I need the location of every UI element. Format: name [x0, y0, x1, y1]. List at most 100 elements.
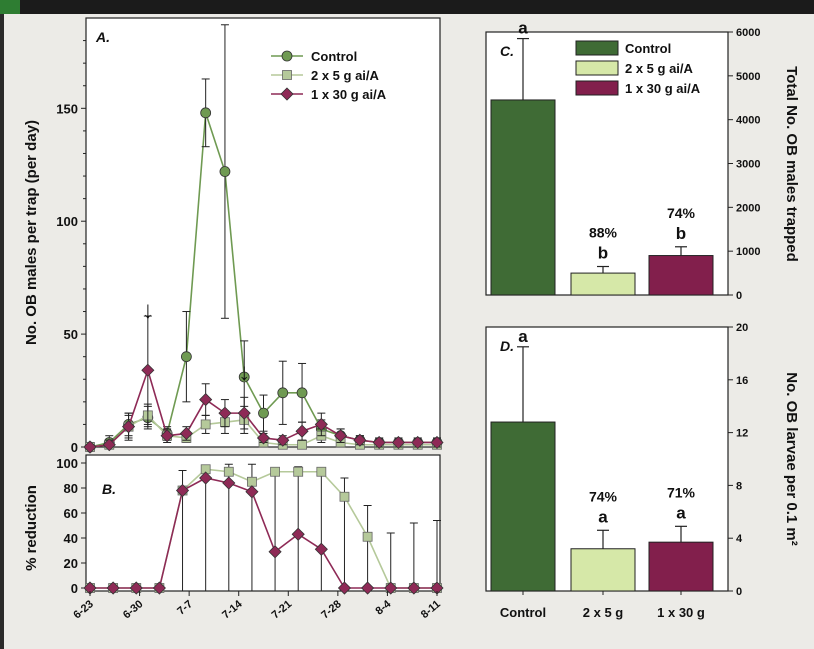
- panel-b-data-point: [362, 531, 373, 542]
- panel-b-data-point: [152, 581, 166, 595]
- panel-b-ytick-label: 20: [64, 556, 78, 571]
- bar-2: [570, 272, 636, 296]
- bar-significance-letter: a: [518, 19, 528, 38]
- panel-bar-label: D.: [500, 338, 514, 354]
- panel-bar-ytick-label: 2000: [736, 202, 760, 214]
- panel-a-data-point: [219, 166, 231, 177]
- panel-b-xtick-label: 6-23: [71, 598, 96, 621]
- panel-bar-ytick-label: 16: [736, 375, 748, 387]
- bar-percent-label: 88%: [589, 225, 618, 241]
- left-edge-bar: [0, 14, 4, 649]
- panel-b-ytick-label: 60: [64, 506, 78, 521]
- panel-a-data-point: [200, 107, 212, 119]
- panel-b-frame: [85, 454, 441, 592]
- bar-significance-letter: a: [676, 503, 686, 522]
- panel-b-xtick-label: 7-7: [175, 598, 195, 617]
- bar-significance-letter: b: [676, 224, 686, 243]
- panel-a-legend-label: 2 x 5 g ai/A: [311, 68, 380, 83]
- panel-bar-ytick-label: 0: [736, 586, 742, 598]
- panel-b-data-point: [245, 485, 259, 499]
- panel-bar-label: C.: [500, 43, 514, 59]
- panel-a-legend-marker: [282, 70, 292, 80]
- panel-a-data-point: [391, 435, 406, 450]
- panel-a-ylabel: No. OB males per trap (per day): [23, 120, 40, 345]
- panel-b-data-point: [270, 466, 280, 477]
- panel-c-legend-swatch: [575, 40, 619, 56]
- panel-a-frame: [85, 17, 441, 448]
- panel-a-data-point: [218, 406, 232, 420]
- panel-bar-ytick-label: 0: [736, 290, 742, 302]
- panel-b-data-point: [339, 491, 350, 502]
- panel-d-category-label: 2 x 5 g: [583, 605, 624, 620]
- panel-b-label: B.: [102, 481, 116, 497]
- panel-b-data-point: [247, 476, 257, 487]
- panel-b-data-point: [337, 581, 352, 595]
- panel-b-xtick-label: 7-14: [220, 598, 245, 622]
- panel-b-series-line: [90, 477, 437, 589]
- bar-2: [570, 548, 636, 592]
- panel-b-ytick-label: 0: [71, 581, 78, 596]
- panel-a-legend-marker: [281, 50, 293, 62]
- panel-b-data-point: [223, 466, 234, 477]
- panel-b-data-point: [314, 542, 328, 556]
- panel-b-xtick-label: 7-21: [270, 598, 295, 621]
- panel-bar-ytick-label: 3000: [736, 159, 760, 171]
- panel-a-arrow-annotation: ↓: [238, 359, 250, 386]
- panel-a-legend-label: 1 x 30 g ai/A: [311, 87, 387, 102]
- panel-bar-ytick-label: 6000: [736, 27, 760, 39]
- bar-1: [490, 421, 556, 592]
- bar-significance-letter: b: [598, 244, 608, 263]
- panel-a-ytick-label: 150: [56, 101, 78, 116]
- panel-b-data-point: [129, 581, 143, 595]
- panel-d-category-label: 1 x 30 g: [657, 605, 705, 620]
- panel-a-data-point: [276, 433, 290, 447]
- panel-a-data-point: [179, 426, 193, 441]
- panel-b-data-point: [222, 476, 236, 490]
- panel-b-data-point: [316, 466, 327, 477]
- panel-bar-ytick-label: 8: [736, 480, 742, 492]
- panel-a-ytick-label: 100: [56, 214, 78, 229]
- panel-a-data-point: [199, 393, 213, 407]
- panel-b-xtick-label: 8-4: [373, 598, 394, 618]
- panel-bar-ytick-label: 20: [736, 322, 748, 334]
- bar-percent-label: 74%: [589, 488, 618, 504]
- panel-a-data-point: [296, 387, 308, 399]
- panel-b-ytick-label: 80: [64, 481, 78, 496]
- panel-c-legend-swatch: [575, 80, 619, 96]
- panel-b-data-point: [268, 545, 282, 559]
- panel-b-data-point: [407, 581, 421, 595]
- panel-a-data-point: [237, 406, 251, 420]
- panel-a-legend-label: Control: [311, 49, 357, 64]
- panel-b-data-point: [361, 581, 375, 595]
- panel-bar-ytick-label: 4: [736, 533, 743, 545]
- panel-a-data-point: [353, 433, 367, 447]
- panel-a-label: A.: [95, 29, 110, 45]
- panel-a-data-point: [83, 440, 97, 454]
- bar-1: [490, 99, 556, 296]
- panel-a-data-point: [334, 429, 348, 443]
- panel-a-data-point: [238, 371, 250, 383]
- panel-b-data-point: [291, 527, 305, 541]
- panel-b-xtick-label: 7-28: [319, 598, 344, 621]
- panel-a-data-point: [102, 438, 116, 452]
- panel-a-data-point: [256, 431, 271, 445]
- panel-a-data-point: [314, 417, 328, 431]
- panel-b-data-point: [293, 466, 304, 477]
- panel-a-data-point: [180, 351, 192, 363]
- panel-a-data-point: [121, 420, 136, 434]
- panel-a-data-point: [160, 429, 174, 443]
- bar-significance-letter: a: [518, 327, 528, 346]
- panel-a-data-point: [258, 407, 269, 419]
- panel-bar-ytick-label: 5000: [736, 71, 760, 83]
- panel-a-data-point: [277, 387, 289, 399]
- bar-percent-label: 71%: [667, 484, 696, 500]
- panel-c-ylabel: Total No. OB males trapped: [783, 66, 800, 262]
- panel-bar-ytick-label: 12: [736, 428, 748, 440]
- panel-a-data-point: [295, 424, 309, 438]
- panel-b-ytick-label: 100: [56, 456, 78, 471]
- bar-significance-letter: a: [598, 507, 608, 526]
- bar-percent-label: 74%: [667, 205, 696, 221]
- panel-a-data-point: [372, 435, 386, 450]
- panel-b-ylabel: % reduction: [23, 485, 40, 571]
